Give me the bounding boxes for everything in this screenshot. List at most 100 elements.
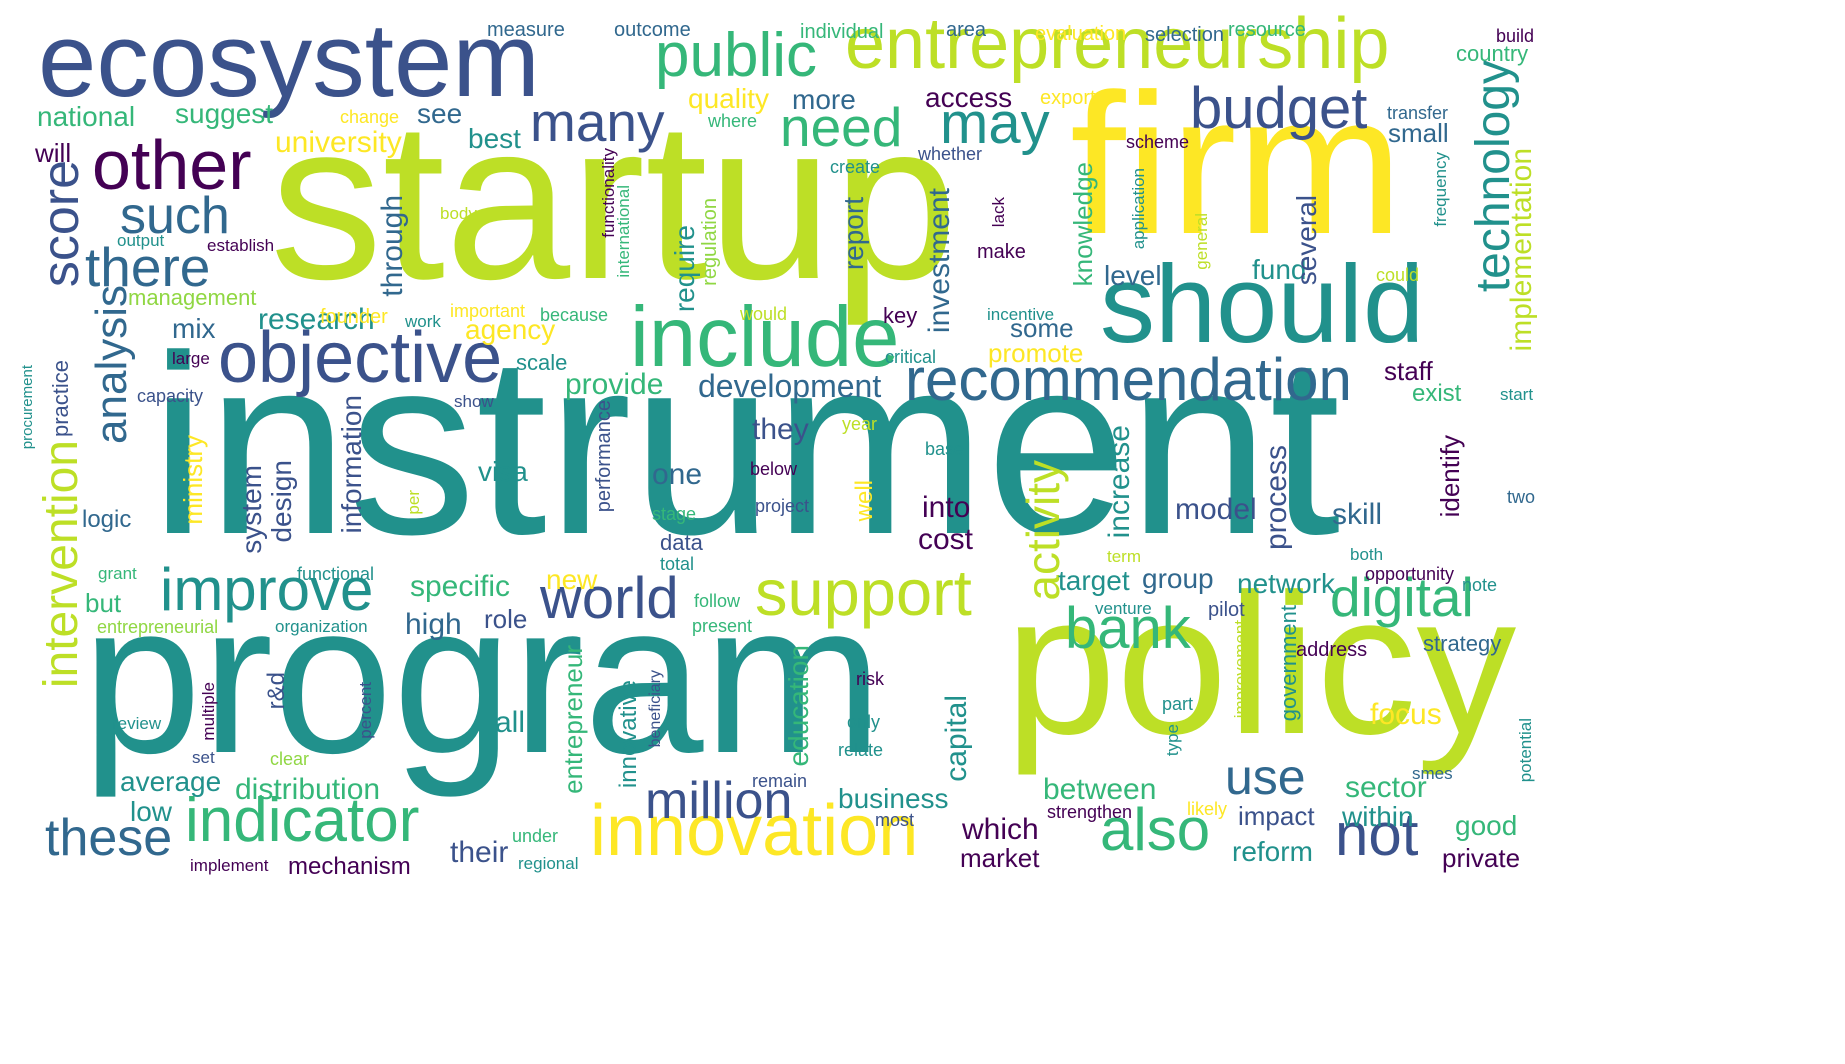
cloud-word: capacity bbox=[137, 386, 204, 406]
cloud-word: specific bbox=[410, 570, 511, 603]
cloud-word: per bbox=[404, 490, 423, 515]
cloud-word: beneficiary bbox=[647, 670, 664, 748]
cloud-word: business bbox=[838, 783, 949, 814]
cloud-word: investment bbox=[923, 188, 956, 334]
cloud-word: need bbox=[780, 96, 903, 158]
cloud-word: scheme bbox=[1126, 132, 1190, 152]
cloud-word: most bbox=[875, 810, 915, 830]
cloud-word: use bbox=[1225, 749, 1306, 805]
cloud-word: these bbox=[45, 809, 173, 867]
cloud-word: follow bbox=[694, 591, 741, 611]
cloud-word: work bbox=[405, 312, 441, 331]
cloud-word: high bbox=[405, 608, 462, 641]
cloud-word: incentive bbox=[987, 305, 1055, 324]
cloud-word: digital bbox=[1330, 566, 1474, 628]
cloud-word: present bbox=[692, 616, 753, 636]
cloud-word: important bbox=[450, 301, 526, 321]
cloud-word: group bbox=[1142, 563, 1214, 594]
cloud-word: smes bbox=[1412, 764, 1453, 783]
cloud-word: grant bbox=[98, 564, 137, 583]
cloud-word: entrepreneurship bbox=[845, 4, 1390, 84]
cloud-word: all bbox=[495, 706, 526, 739]
cloud-word: both bbox=[1350, 545, 1384, 564]
cloud-word: they bbox=[752, 413, 809, 446]
cloud-word: private bbox=[1442, 843, 1521, 873]
cloud-word: pilot bbox=[1208, 599, 1245, 621]
cloud-word: score bbox=[32, 160, 90, 288]
cloud-word: level bbox=[1104, 260, 1162, 291]
cloud-word: provide bbox=[565, 368, 664, 401]
cloud-word: outcome bbox=[614, 19, 691, 41]
cloud-word: improvement bbox=[1231, 620, 1250, 719]
cloud-word: entrepreneurial bbox=[97, 617, 219, 637]
cloud-word: review bbox=[112, 714, 162, 733]
cloud-word: include bbox=[630, 290, 900, 385]
cloud-word: organization bbox=[275, 617, 368, 636]
cloud-word: r&d bbox=[263, 672, 290, 710]
cloud-word: program bbox=[82, 557, 883, 798]
cloud-word: show bbox=[454, 392, 494, 411]
cloud-word: bank bbox=[1065, 596, 1191, 661]
cloud-word: improve bbox=[160, 556, 374, 623]
cloud-word: firm bbox=[1070, 53, 1404, 276]
cloud-word: data bbox=[660, 530, 703, 555]
cloud-word: design bbox=[266, 460, 297, 543]
cloud-word: innovation bbox=[590, 791, 919, 871]
cloud-word: ecosystem bbox=[38, 2, 540, 119]
cloud-word: whether bbox=[918, 144, 983, 164]
cloud-word: fund bbox=[1252, 254, 1307, 285]
cloud-word: support bbox=[755, 556, 972, 629]
cloud-word: evaluation bbox=[1035, 23, 1127, 45]
cloud-word: such bbox=[120, 187, 230, 245]
cloud-word: low bbox=[130, 796, 173, 827]
cloud-word: where bbox=[708, 111, 758, 131]
cloud-word: note bbox=[1462, 575, 1498, 595]
cloud-word: ministry bbox=[178, 435, 208, 525]
cloud-word: part bbox=[1162, 694, 1194, 714]
cloud-word: average bbox=[120, 766, 222, 797]
cloud-word: network bbox=[1237, 568, 1336, 599]
cloud-word: small bbox=[1388, 118, 1449, 148]
cloud-word: relate bbox=[838, 740, 884, 760]
cloud-word: many bbox=[530, 91, 665, 153]
cloud-word: international bbox=[614, 185, 633, 278]
cloud-word: reform bbox=[1232, 836, 1313, 867]
cloud-word: because bbox=[540, 305, 609, 325]
cloud-word: likely bbox=[1187, 799, 1228, 819]
cloud-word: national bbox=[37, 101, 136, 132]
cloud-word: innovative bbox=[615, 680, 642, 789]
cloud-word: staff bbox=[1384, 356, 1433, 386]
cloud-word: output bbox=[117, 231, 165, 250]
cloud-word: quality bbox=[688, 83, 769, 114]
cloud-word: through bbox=[376, 195, 409, 297]
cloud-word: information bbox=[336, 395, 367, 534]
cloud-word: two bbox=[1507, 487, 1536, 507]
cloud-word: build bbox=[1496, 26, 1535, 46]
cloud-word: lack bbox=[989, 197, 1008, 228]
cloud-word: identify bbox=[1435, 435, 1465, 518]
cloud-word: selection bbox=[1145, 24, 1224, 46]
cloud-word: target bbox=[1058, 565, 1130, 596]
cloud-word: within bbox=[1342, 801, 1414, 832]
cloud-word: application bbox=[1129, 168, 1148, 250]
cloud-word: type bbox=[1163, 724, 1182, 757]
cloud-word: budget bbox=[1190, 76, 1368, 141]
cloud-word: objective bbox=[218, 318, 503, 398]
cloud-word: sector bbox=[1345, 771, 1427, 804]
cloud-word: also bbox=[1100, 796, 1211, 863]
cloud-word: distribution bbox=[235, 773, 381, 806]
cloud-word: functional bbox=[297, 564, 375, 584]
cloud-word: opportunity bbox=[1365, 564, 1455, 584]
cloud-word: education bbox=[783, 645, 814, 767]
cloud-word: knowledge bbox=[1068, 162, 1098, 287]
cloud-word: management bbox=[128, 285, 257, 310]
cloud-word: other bbox=[92, 126, 252, 204]
cloud-word: focus bbox=[1370, 698, 1442, 731]
cloud-word: increase bbox=[1103, 425, 1136, 539]
cloud-word: measure bbox=[487, 19, 565, 41]
cloud-word: impact bbox=[1238, 801, 1315, 831]
cloud-word: risk bbox=[856, 669, 884, 689]
cloud-word: regulation bbox=[699, 198, 721, 286]
cloud-word: country bbox=[1456, 41, 1529, 66]
cloud-word: frequency bbox=[1431, 152, 1450, 227]
